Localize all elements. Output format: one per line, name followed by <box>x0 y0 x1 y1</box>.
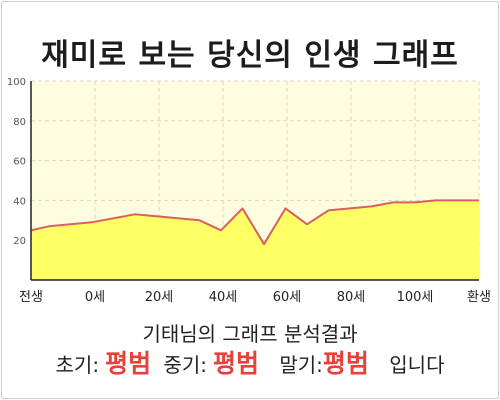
x-tick-label: 40세 <box>208 290 238 305</box>
x-tick-label: 환생 <box>467 290 491 305</box>
mid-life-value: 평범 <box>212 349 259 378</box>
x-tick-label: 80세 <box>336 290 366 305</box>
grid-lines <box>31 80 480 280</box>
x-tick-label: 전생 <box>19 290 43 305</box>
result-suffix: 입니다 <box>389 353 445 377</box>
series-line <box>30 199 479 246</box>
x-tick-label: 20세 <box>144 290 174 305</box>
x-tick-label: 100세 <box>396 290 434 305</box>
y-tick-label: 100 <box>7 77 26 88</box>
area-fill <box>31 200 479 280</box>
life-area-chart: 20 40 60 80 100 <box>7 77 480 281</box>
area-series <box>30 199 479 280</box>
result-line: 초기: 평범 중기: 평범 말기:평범 입니다 <box>0 344 500 380</box>
x-tick-label: 0세 <box>84 290 106 305</box>
y-tick-labels: 20 40 60 80 100 <box>7 77 26 247</box>
y-tick-label: 40 <box>13 196 26 207</box>
y-tick-label: 20 <box>13 236 26 247</box>
analysis-subtitle: 기태님의 그래프 분석결과 <box>142 322 358 346</box>
x-tick-label: 60세 <box>272 290 302 305</box>
page-title: 재미로 보는 당신의 인생 그래프 <box>41 38 459 73</box>
early-life-label: 초기: <box>55 353 100 377</box>
y-tick-label: 80 <box>13 117 26 128</box>
late-life-value: 평범 <box>322 349 369 378</box>
early-life-value: 평범 <box>105 349 152 378</box>
y-tick-label: 60 <box>13 157 26 168</box>
axes <box>30 81 479 281</box>
mid-life-label: 중기: <box>163 353 207 377</box>
late-life-label: 말기: <box>279 353 323 377</box>
